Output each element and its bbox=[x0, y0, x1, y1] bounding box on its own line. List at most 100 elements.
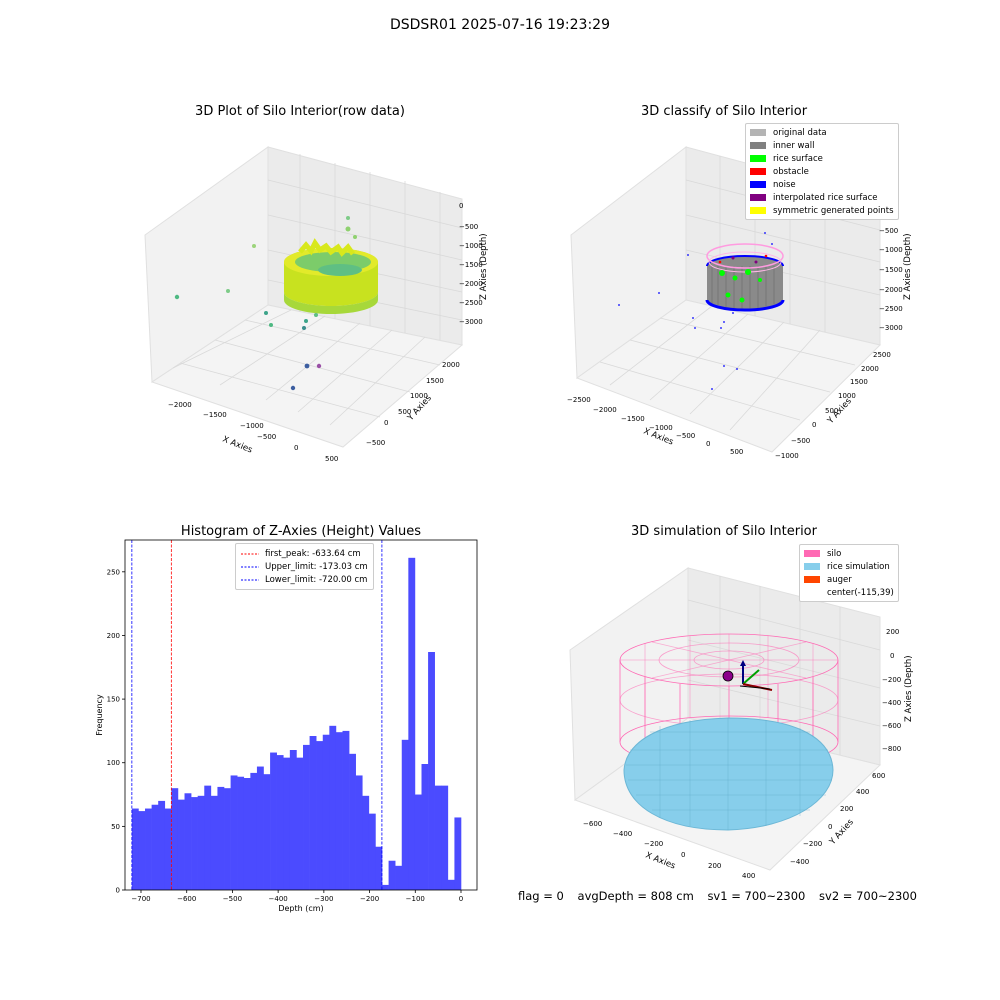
p1-xtick: −2000 bbox=[168, 401, 192, 409]
histogram-bar bbox=[335, 732, 343, 890]
legend-entry-obstacle: obstacle bbox=[750, 165, 894, 178]
p4-ytick: −200 bbox=[803, 840, 822, 848]
histogram-bar bbox=[303, 744, 310, 890]
p4-ytick: −400 bbox=[790, 858, 809, 866]
p1-xtick: 0 bbox=[294, 444, 298, 452]
histogram-bar bbox=[296, 757, 304, 890]
histogram-bar bbox=[349, 753, 356, 890]
histogram-xtick-label: −600 bbox=[177, 895, 196, 903]
p2-ytick: 2500 bbox=[873, 351, 891, 359]
legend-swatch-original bbox=[750, 129, 766, 136]
p4-ytick: 0 bbox=[828, 823, 832, 831]
histogram-bar bbox=[197, 795, 205, 890]
histogram-xtick-label: −700 bbox=[131, 895, 150, 903]
histogram-bar bbox=[368, 813, 376, 890]
panel1-title: 3D Plot of Silo Interior(row data) bbox=[195, 104, 405, 119]
legend-entry-first-peak: first_peak: -633.64 cm bbox=[241, 547, 368, 560]
histogram-bar bbox=[270, 752, 277, 890]
legend-swatch-rice-surface bbox=[750, 155, 766, 162]
histogram-bar bbox=[191, 797, 198, 890]
histogram-bars bbox=[131, 557, 462, 890]
p2-ztick: −1000 bbox=[879, 246, 903, 254]
histogram-bar bbox=[342, 730, 350, 890]
p1-silo-ring bbox=[284, 238, 378, 314]
legend-entry-auger: auger bbox=[804, 573, 894, 586]
p4-ytick: 400 bbox=[856, 788, 869, 796]
legend-entry-rice-sim: rice simulation bbox=[804, 560, 894, 573]
histogram-ytick-label: 100 bbox=[107, 759, 120, 767]
status-footer: flag = 0 avgDepth = 808 cm sv1 = 700~230… bbox=[518, 889, 927, 903]
legend-label: first_peak: -633.64 cm bbox=[265, 548, 361, 559]
histogram-xtick-label: 0 bbox=[459, 895, 463, 903]
histogram-bar bbox=[322, 734, 330, 890]
histogram-bar bbox=[184, 793, 192, 890]
p4-xtick: −200 bbox=[644, 840, 663, 848]
p4-zlabel: Z Axies (Depth) bbox=[904, 655, 914, 722]
histogram-bar bbox=[395, 865, 403, 890]
histogram-ytick-label: 250 bbox=[107, 568, 120, 576]
legend-label: original data bbox=[773, 127, 827, 138]
histogram-legend: first_peak: -633.64 cm Upper_limit: -173… bbox=[235, 543, 374, 590]
legend-swatch-interp bbox=[750, 194, 766, 201]
p2-ytick: 2000 bbox=[861, 365, 879, 373]
p2-xtick: 500 bbox=[730, 448, 743, 456]
histogram-bar bbox=[289, 750, 297, 890]
p4-ztick: 200 bbox=[886, 628, 899, 636]
panel1-raw-3d-plot: −2000 −1500 −1000 −500 0 500 −500 0 500 … bbox=[144, 146, 489, 463]
histogram-bar bbox=[217, 786, 225, 890]
p4-ztick: −600 bbox=[882, 722, 901, 730]
legend-entry-silo: silo bbox=[804, 547, 894, 560]
p4-legend: silo rice simulation auger center(-115,3… bbox=[799, 544, 899, 602]
legend-entry-center: center(-115,39) bbox=[804, 586, 894, 599]
histogram-bar bbox=[164, 808, 172, 890]
histogram-bar bbox=[171, 788, 179, 890]
p2-ytick: −1000 bbox=[775, 452, 799, 460]
p1-ytick: 0 bbox=[384, 419, 388, 427]
p4-xlabel: X Axies bbox=[644, 851, 677, 872]
histogram-xtick-label: −200 bbox=[360, 895, 379, 903]
histogram-xtick-label: −100 bbox=[406, 895, 425, 903]
flag-text: flag = 0 bbox=[518, 889, 564, 903]
p4-rice-mesh bbox=[626, 718, 832, 830]
histogram-ytick-label: 150 bbox=[107, 696, 120, 704]
histogram-bar bbox=[131, 808, 139, 890]
p1-xtick: −1000 bbox=[240, 422, 264, 430]
p1-grid bbox=[172, 154, 463, 426]
legend-entry-upper-limit: Upper_limit: -173.03 cm bbox=[241, 560, 368, 573]
histogram-bar bbox=[414, 794, 422, 890]
legend-label: symmetric generated points bbox=[773, 205, 894, 216]
histogram-yticks: 0 50 100 150 200 250 bbox=[107, 568, 125, 895]
histogram-bar bbox=[434, 785, 442, 890]
legend-label: Lower_limit: -720.00 cm bbox=[265, 574, 368, 585]
p2-xtick: −1500 bbox=[621, 415, 645, 423]
histogram-bar bbox=[408, 557, 416, 890]
histogram-bar bbox=[309, 736, 317, 890]
legend-swatch-noise bbox=[750, 181, 766, 188]
p2-legend: original data inner wall rice surface ob… bbox=[745, 123, 899, 220]
p1-ztick: −1500 bbox=[459, 261, 483, 269]
p4-ztick: −200 bbox=[882, 676, 901, 684]
legend-entry-interp: interpolated rice surface bbox=[750, 191, 894, 204]
legend-label: interpolated rice surface bbox=[773, 192, 878, 203]
histogram-bar bbox=[362, 795, 370, 890]
histogram-bar bbox=[447, 879, 455, 890]
p1-ytick: 1500 bbox=[426, 377, 444, 385]
p2-ytick: 500 bbox=[825, 407, 838, 415]
histogram-bar bbox=[250, 772, 258, 890]
histogram-bar bbox=[454, 817, 462, 890]
histogram-bar bbox=[256, 766, 264, 890]
legend-label: Upper_limit: -173.03 cm bbox=[265, 561, 368, 572]
p2-ytick: 1000 bbox=[838, 392, 856, 400]
p2-ztick: −500 bbox=[879, 227, 898, 235]
p4-ytick: 200 bbox=[840, 805, 853, 813]
p4-xtick: −600 bbox=[583, 820, 602, 828]
p2-noise-points bbox=[618, 232, 773, 390]
panel4-title: 3D simulation of Silo Interior bbox=[631, 524, 817, 539]
histogram-bar bbox=[388, 860, 396, 890]
histogram-bar bbox=[283, 757, 291, 890]
p2-xtick: −2500 bbox=[567, 396, 591, 404]
histogram-ytick-label: 50 bbox=[111, 823, 120, 831]
p2-ztick: −3000 bbox=[879, 324, 903, 332]
histogram-ytick-label: 0 bbox=[116, 887, 120, 895]
legend-entry-original: original data bbox=[750, 126, 894, 139]
